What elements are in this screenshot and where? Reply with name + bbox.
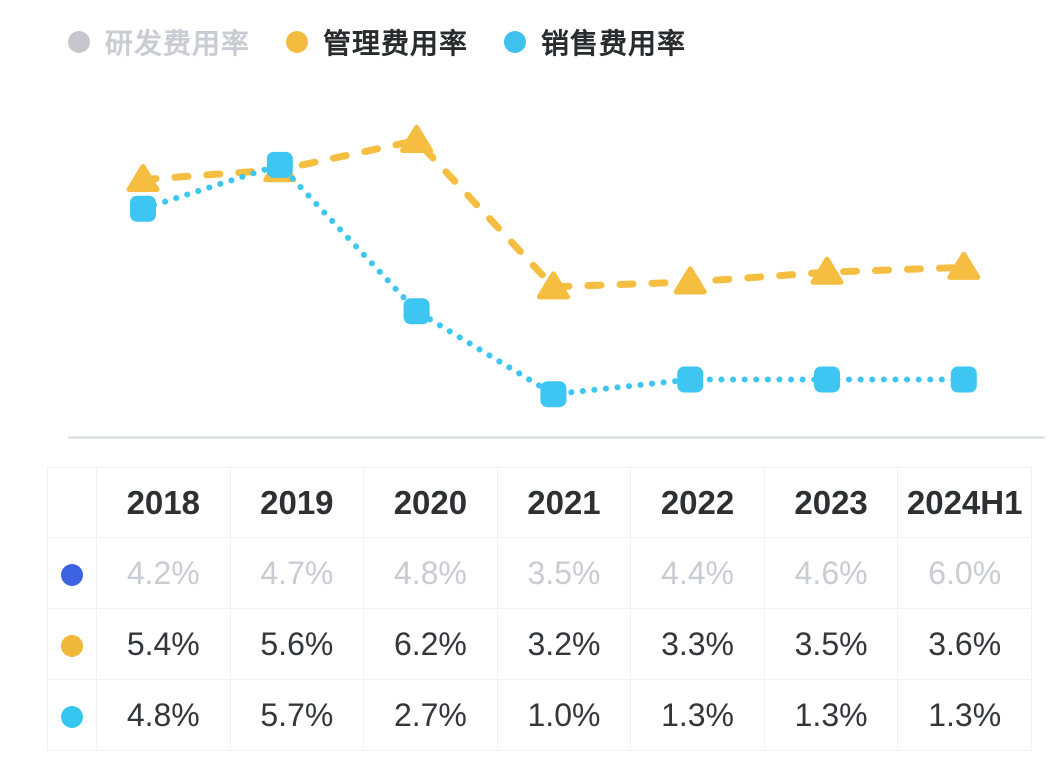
legend-label-rnd: 研发费用率 xyxy=(105,28,251,59)
chart-marker-icon xyxy=(536,271,570,300)
ratio-cell: 2.7% xyxy=(363,679,498,751)
chart-marker-icon xyxy=(950,366,977,393)
legend-item-admin-ratio[interactable]: 管理费用率 xyxy=(286,22,468,62)
chart-legend: 研发费用率 管理费用率 销售费用率 xyxy=(68,22,686,62)
ratio-cell: 1.3% xyxy=(630,679,765,751)
legend-dot-rnd-icon xyxy=(68,31,90,53)
year-header-cell: 2024H1 xyxy=(897,467,1032,538)
chart-marker-icon xyxy=(403,298,430,325)
ratio-cell: 4.8% xyxy=(363,537,498,609)
chart-marker-icon xyxy=(130,195,156,222)
year-header-cell: 2023 xyxy=(763,467,899,538)
series-dot-cell xyxy=(47,679,97,751)
table-header-row: 2018 2019 2020 2021 2022 2023 2024H1 xyxy=(47,467,1032,538)
ratio-cell: 3.5% xyxy=(763,608,899,680)
expense-ratio-table: 2018 2019 2020 2021 2022 2023 2024H1 4.2… xyxy=(47,467,1032,751)
chart-marker-icon xyxy=(126,163,160,192)
table-row-rnd: 4.2% 4.7% 4.8% 3.5% 4.4% 4.6% 6.0% xyxy=(47,537,1032,609)
legend-item-rnd-ratio[interactable]: 研发费用率 xyxy=(68,22,250,62)
table-row-sales: 4.8% 5.7% 2.7% 1.0% 1.3% 1.3% 1.3% xyxy=(47,679,1032,751)
ratio-cell: 3.3% xyxy=(630,608,765,680)
ratio-cell: 4.4% xyxy=(630,537,765,609)
ratio-cell: 3.6% xyxy=(897,608,1032,680)
year-header-cell: 2022 xyxy=(630,467,765,538)
legend-label-admin: 管理费用率 xyxy=(323,28,469,59)
chart-marker-icon xyxy=(673,266,707,295)
year-header-cell: 2021 xyxy=(496,467,632,538)
sales-series-dot-icon xyxy=(61,706,83,729)
admin-series-dot-icon xyxy=(61,635,83,658)
line-chart-area xyxy=(0,60,1056,440)
ratio-cell: 4.2% xyxy=(96,537,231,609)
series-dot-cell xyxy=(47,608,97,680)
ratio-cell: 3.2% xyxy=(496,608,632,680)
ratio-cell: 4.8% xyxy=(96,679,231,751)
legend-dot-admin-icon xyxy=(286,31,309,53)
chart-marker-icon xyxy=(540,381,567,408)
ratio-cell: 3.5% xyxy=(496,537,632,609)
ratio-cell: 1.0% xyxy=(496,679,632,751)
ratio-cell: 5.7% xyxy=(229,679,365,751)
year-header-cell: 2019 xyxy=(229,467,365,538)
chart-marker-icon xyxy=(810,256,844,285)
chart-marker-icon xyxy=(814,366,840,393)
year-header-cell: 2020 xyxy=(363,467,498,538)
chart-baseline-divider xyxy=(68,436,1045,439)
corner-cell xyxy=(47,467,97,538)
ratio-cell: 4.7% xyxy=(229,537,365,609)
chart-marker-icon xyxy=(947,251,981,280)
ratio-cell: 5.4% xyxy=(96,608,231,680)
ratio-cell: 6.2% xyxy=(363,608,498,680)
ratio-cell: 1.3% xyxy=(763,679,899,751)
expense-ratio-chart xyxy=(126,124,981,408)
chart-marker-icon xyxy=(400,124,434,153)
chart-marker-icon xyxy=(266,151,293,178)
legend-dot-sales-icon xyxy=(504,31,527,53)
legend-label-sales: 销售费用率 xyxy=(541,28,687,59)
chart-marker-icon xyxy=(677,366,704,393)
legend-item-sales-ratio[interactable]: 销售费用率 xyxy=(504,22,686,62)
ratio-cell: 6.0% xyxy=(897,537,1032,609)
table-row-admin: 5.4% 5.6% 6.2% 3.2% 3.3% 3.5% 3.6% xyxy=(47,608,1032,680)
ratio-cell: 4.6% xyxy=(763,537,899,609)
chart-line-管理费用率 xyxy=(139,136,968,291)
series-dot-cell xyxy=(47,537,97,609)
ratio-cell: 5.6% xyxy=(229,608,365,680)
rnd-series-dot-icon xyxy=(61,564,83,587)
year-header-cell: 2018 xyxy=(96,467,231,538)
ratio-cell: 1.3% xyxy=(897,679,1032,751)
